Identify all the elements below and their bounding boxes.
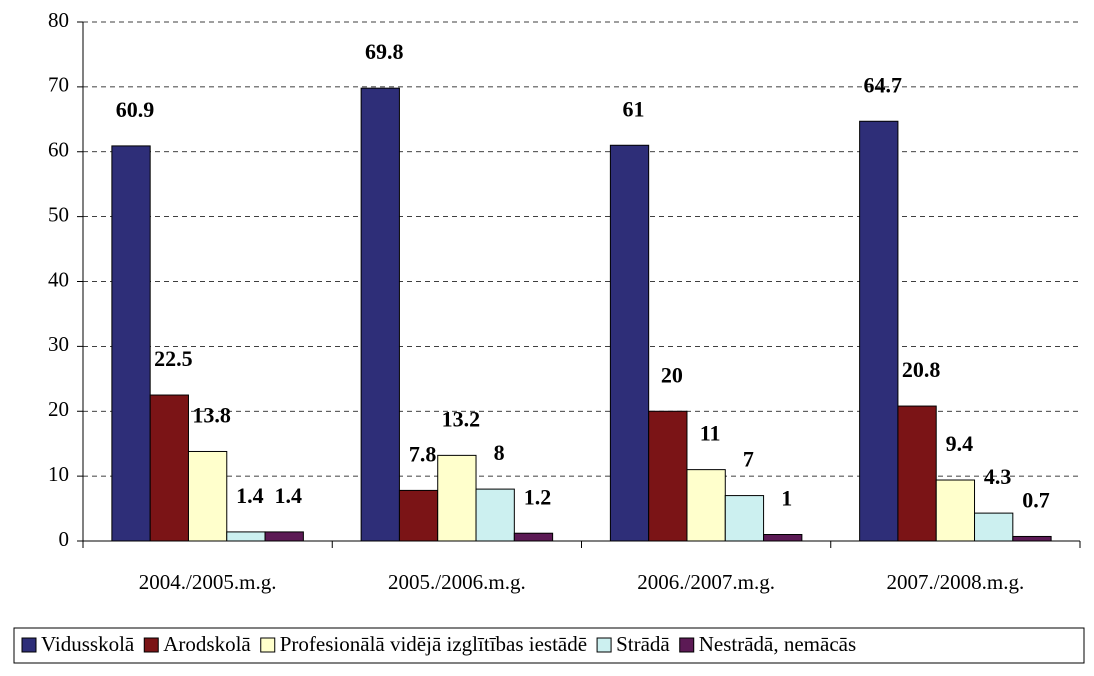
legend-swatch bbox=[21, 637, 37, 653]
bar bbox=[897, 405, 937, 542]
legend-swatch bbox=[260, 637, 276, 653]
legend-label: Strādā bbox=[616, 632, 670, 656]
value-label: 22.5 bbox=[154, 346, 193, 371]
value-label: 1.4 bbox=[236, 483, 264, 508]
value-label: 13.8 bbox=[192, 403, 231, 428]
bar bbox=[609, 144, 650, 542]
y-tick-label: 40 bbox=[48, 267, 69, 291]
y-tick-label: 0 bbox=[59, 527, 70, 551]
legend-label: Vidusskolā bbox=[41, 632, 135, 656]
bar bbox=[149, 394, 189, 542]
y-tick-label: 70 bbox=[48, 73, 69, 97]
bar bbox=[187, 450, 228, 542]
bar bbox=[686, 469, 726, 542]
bar bbox=[1012, 535, 1052, 542]
legend-swatch bbox=[143, 637, 159, 653]
value-label: 20.8 bbox=[902, 357, 941, 382]
legend-label: Arodskolā bbox=[163, 632, 251, 656]
legend-box bbox=[13, 627, 1085, 664]
value-label: 13.2 bbox=[442, 406, 481, 431]
value-label: 61 bbox=[623, 96, 645, 121]
value-label: 1 bbox=[781, 486, 792, 511]
bar bbox=[974, 512, 1014, 542]
value-label: 7 bbox=[743, 447, 754, 472]
x-tick-label: 2007./2008.m.g. bbox=[887, 570, 1025, 594]
bar bbox=[513, 532, 554, 542]
value-label: 4.3 bbox=[984, 464, 1012, 489]
legend-label: Nestrādā, nemācās bbox=[699, 632, 856, 656]
bar bbox=[648, 410, 688, 542]
value-label: 1.2 bbox=[524, 484, 552, 509]
bar bbox=[763, 534, 803, 542]
bar bbox=[475, 488, 515, 542]
bar bbox=[226, 531, 266, 542]
bar bbox=[360, 87, 400, 542]
bar bbox=[935, 479, 976, 542]
y-tick-label: 30 bbox=[48, 332, 69, 356]
value-label: 1.4 bbox=[274, 483, 302, 508]
value-label: 64.7 bbox=[864, 72, 903, 97]
y-tick-label: 10 bbox=[48, 462, 69, 486]
value-label: 60.9 bbox=[116, 97, 155, 122]
value-label: 0.7 bbox=[1022, 488, 1050, 513]
y-tick-label: 20 bbox=[48, 397, 69, 421]
y-tick-label: 60 bbox=[48, 138, 69, 162]
legend-swatch bbox=[596, 637, 612, 653]
value-label: 9.4 bbox=[946, 431, 974, 456]
legend-label: Profesionālā vidējā izglītības iestādē bbox=[280, 632, 587, 656]
value-label: 8 bbox=[494, 440, 505, 465]
bar bbox=[859, 120, 899, 542]
bar bbox=[264, 531, 304, 542]
bar bbox=[437, 454, 477, 542]
value-label: 69.8 bbox=[365, 39, 404, 64]
legend-swatch bbox=[679, 637, 695, 653]
x-tick-label: 2005./2006.m.g. bbox=[388, 570, 526, 594]
x-tick-label: 2006./2007.m.g. bbox=[637, 570, 775, 594]
x-tick-label: 2004./2005.m.g. bbox=[139, 570, 277, 594]
y-tick-label: 80 bbox=[48, 8, 69, 32]
value-label: 7.8 bbox=[409, 441, 437, 466]
value-label: 20 bbox=[661, 362, 683, 387]
bar bbox=[398, 489, 439, 542]
y-tick-label: 50 bbox=[48, 202, 69, 226]
value-label: 11 bbox=[700, 421, 721, 446]
bar bbox=[111, 145, 151, 542]
bar bbox=[724, 495, 765, 542]
